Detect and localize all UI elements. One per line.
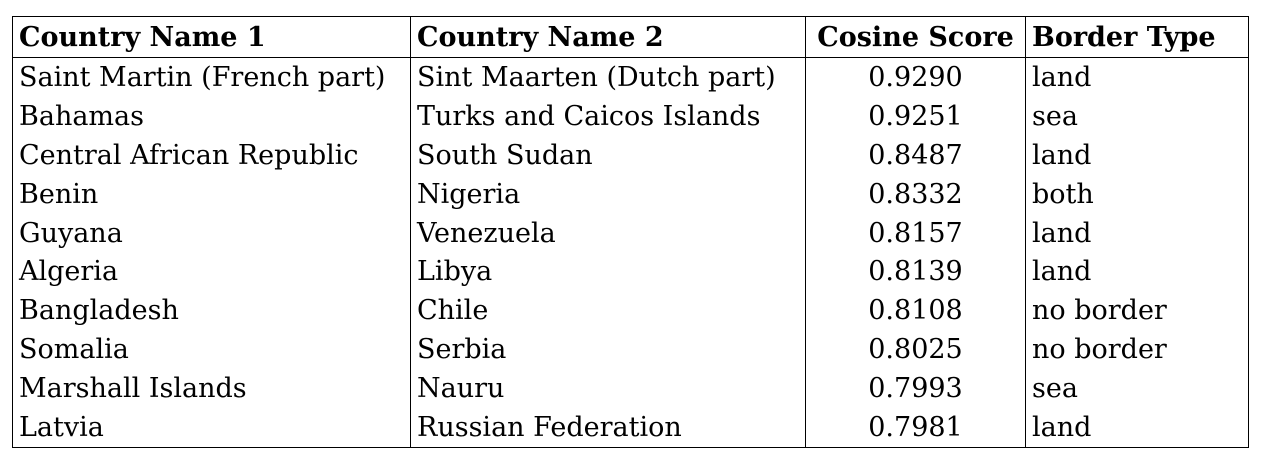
country-name-1-cell: Algeria <box>12 252 411 292</box>
table-row: Bangladesh Chile 0.8108 no border <box>12 291 1249 331</box>
cosine-score-cell: 0.8332 <box>805 174 1026 214</box>
country-name-1-cell: Somalia <box>12 330 411 370</box>
country-name-1-cell: Marshall Islands <box>12 369 411 409</box>
border-type-cell: land <box>1025 135 1249 175</box>
table-header: Country Name 1 Country Name 2 Cosine Sco… <box>12 16 1249 58</box>
table-body: Saint Martin (French part) Sint Maarten (… <box>12 57 1249 448</box>
table-row: Guyana Venezuela 0.8157 land <box>12 213 1249 253</box>
border-type-cell: sea <box>1025 369 1249 409</box>
header-country-name-1: Country Name 1 <box>12 16 411 58</box>
cosine-score-cell: 0.8108 <box>805 291 1026 331</box>
header-border-type: Border Type <box>1025 16 1249 58</box>
cosine-score-cell: 0.8487 <box>805 135 1026 175</box>
border-type-cell: land <box>1025 213 1249 253</box>
country-name-1-cell: Latvia <box>12 408 411 448</box>
country-name-1-cell: Saint Martin (French part) <box>12 57 411 97</box>
country-name-1-cell: Benin <box>12 174 411 214</box>
header-country-name-2: Country Name 2 <box>410 16 806 58</box>
cosine-score-cell: 0.8025 <box>805 330 1026 370</box>
cosine-score-cell: 0.8139 <box>805 252 1026 292</box>
country-similarity-table: Country Name 1 Country Name 2 Cosine Sco… <box>12 16 1249 448</box>
cosine-score-cell: 0.8157 <box>805 213 1026 253</box>
border-type-cell: land <box>1025 408 1249 448</box>
border-type-cell: land <box>1025 252 1249 292</box>
table-row: Somalia Serbia 0.8025 no border <box>12 330 1249 370</box>
country-name-2-cell: South Sudan <box>410 135 806 175</box>
country-name-2-cell: Serbia <box>410 330 806 370</box>
country-name-2-cell: Chile <box>410 291 806 331</box>
border-type-cell: land <box>1025 57 1249 97</box>
table-row: Latvia Russian Federation 0.7981 land <box>12 408 1249 448</box>
cosine-score-cell: 0.9290 <box>805 57 1026 97</box>
cosine-score-cell: 0.7993 <box>805 369 1026 409</box>
country-name-2-cell: Nauru <box>410 369 806 409</box>
table-row: Central African Republic South Sudan 0.848… <box>12 135 1249 175</box>
header-cosine-score: Cosine Score <box>805 16 1026 58</box>
country-name-1-cell: Central African Republic <box>12 135 411 175</box>
header-row: Country Name 1 Country Name 2 Cosine Sco… <box>12 16 1249 58</box>
country-name-2-cell: Nigeria <box>410 174 806 214</box>
country-name-2-cell: Libya <box>410 252 806 292</box>
country-name-1-cell: Bangladesh <box>12 291 411 331</box>
table-row: Saint Martin (French part) Sint Maarten (… <box>12 57 1249 97</box>
border-type-cell: no border <box>1025 291 1249 331</box>
cosine-score-cell: 0.7981 <box>805 408 1026 448</box>
table-container: Country Name 1 Country Name 2 Cosine Sco… <box>12 16 1249 448</box>
table-row: Bahamas Turks and Caicos Islands 0.9251 sea <box>12 96 1249 136</box>
border-type-cell: both <box>1025 174 1249 214</box>
country-name-1-cell: Bahamas <box>12 96 411 136</box>
country-name-2-cell: Turks and Caicos Islands <box>410 96 806 136</box>
cosine-score-cell: 0.9251 <box>805 96 1026 136</box>
country-name-2-cell: Sint Maarten (Dutch part) <box>410 57 806 97</box>
table-row: Algeria Libya 0.8139 land <box>12 252 1249 292</box>
table-row: Marshall Islands Nauru 0.7993 sea <box>12 369 1249 409</box>
border-type-cell: no border <box>1025 330 1249 370</box>
table-row: Benin Nigeria 0.8332 both <box>12 174 1249 214</box>
country-name-1-cell: Guyana <box>12 213 411 253</box>
border-type-cell: sea <box>1025 96 1249 136</box>
country-name-2-cell: Russian Federation <box>410 408 806 448</box>
country-name-2-cell: Venezuela <box>410 213 806 253</box>
